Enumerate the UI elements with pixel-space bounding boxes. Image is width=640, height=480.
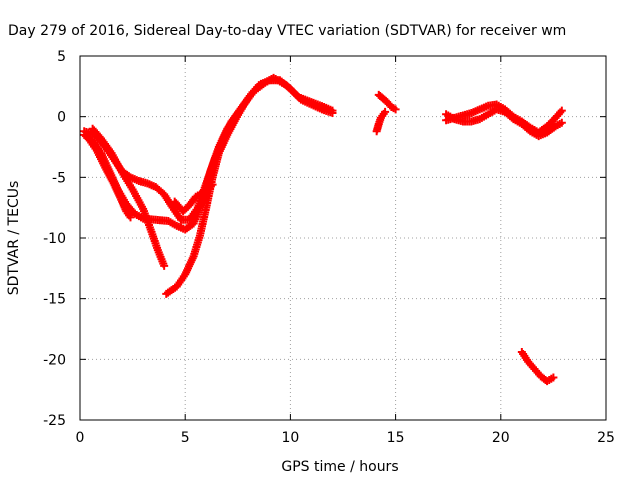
y-tick-label: -25 xyxy=(43,413,66,429)
y-tick-label: -15 xyxy=(43,292,66,308)
data-point xyxy=(208,180,217,189)
y-tick-label: -5 xyxy=(52,170,66,186)
x-tick-label: 10 xyxy=(281,430,299,446)
x-axis-label: GPS time / hours xyxy=(281,459,398,475)
x-tick-label: 20 xyxy=(492,430,510,446)
data-layer xyxy=(80,73,566,386)
data-series-10 xyxy=(442,100,566,137)
ticks: 0 5 10 15 20 25 -25 -20 -15 -10 -5 0 5 xyxy=(43,49,615,446)
data-point xyxy=(160,261,169,270)
grid xyxy=(80,56,606,420)
x-tick-label: 0 xyxy=(76,430,85,446)
data-point xyxy=(328,106,337,115)
x-tick-label: 15 xyxy=(387,430,405,446)
data-series-5 xyxy=(162,79,265,298)
data-point xyxy=(391,105,400,114)
data-series-6 xyxy=(170,180,217,216)
data-point xyxy=(256,79,265,88)
y-tick-label: 5 xyxy=(57,49,66,65)
x-tick-label: 5 xyxy=(181,430,190,446)
data-point xyxy=(549,373,558,382)
data-point xyxy=(557,106,566,115)
data-series-4 xyxy=(88,124,169,270)
x-tick-label: 25 xyxy=(597,430,615,446)
data-point xyxy=(126,213,135,222)
data-series-3 xyxy=(84,134,135,222)
data-series-11 xyxy=(517,348,558,386)
data-series-7 xyxy=(374,90,400,114)
data-series-8 xyxy=(372,107,390,136)
data-point xyxy=(557,118,566,127)
chart-title: Day 279 of 2016, Sidereal Day-to-day VTE… xyxy=(8,23,566,39)
y-axis-label: SDTVAR / TECUs xyxy=(6,181,22,296)
data-point xyxy=(381,107,390,116)
y-tick-label: -20 xyxy=(43,352,66,368)
y-tick-label: 0 xyxy=(57,110,66,126)
y-tick-label: -10 xyxy=(43,231,66,247)
